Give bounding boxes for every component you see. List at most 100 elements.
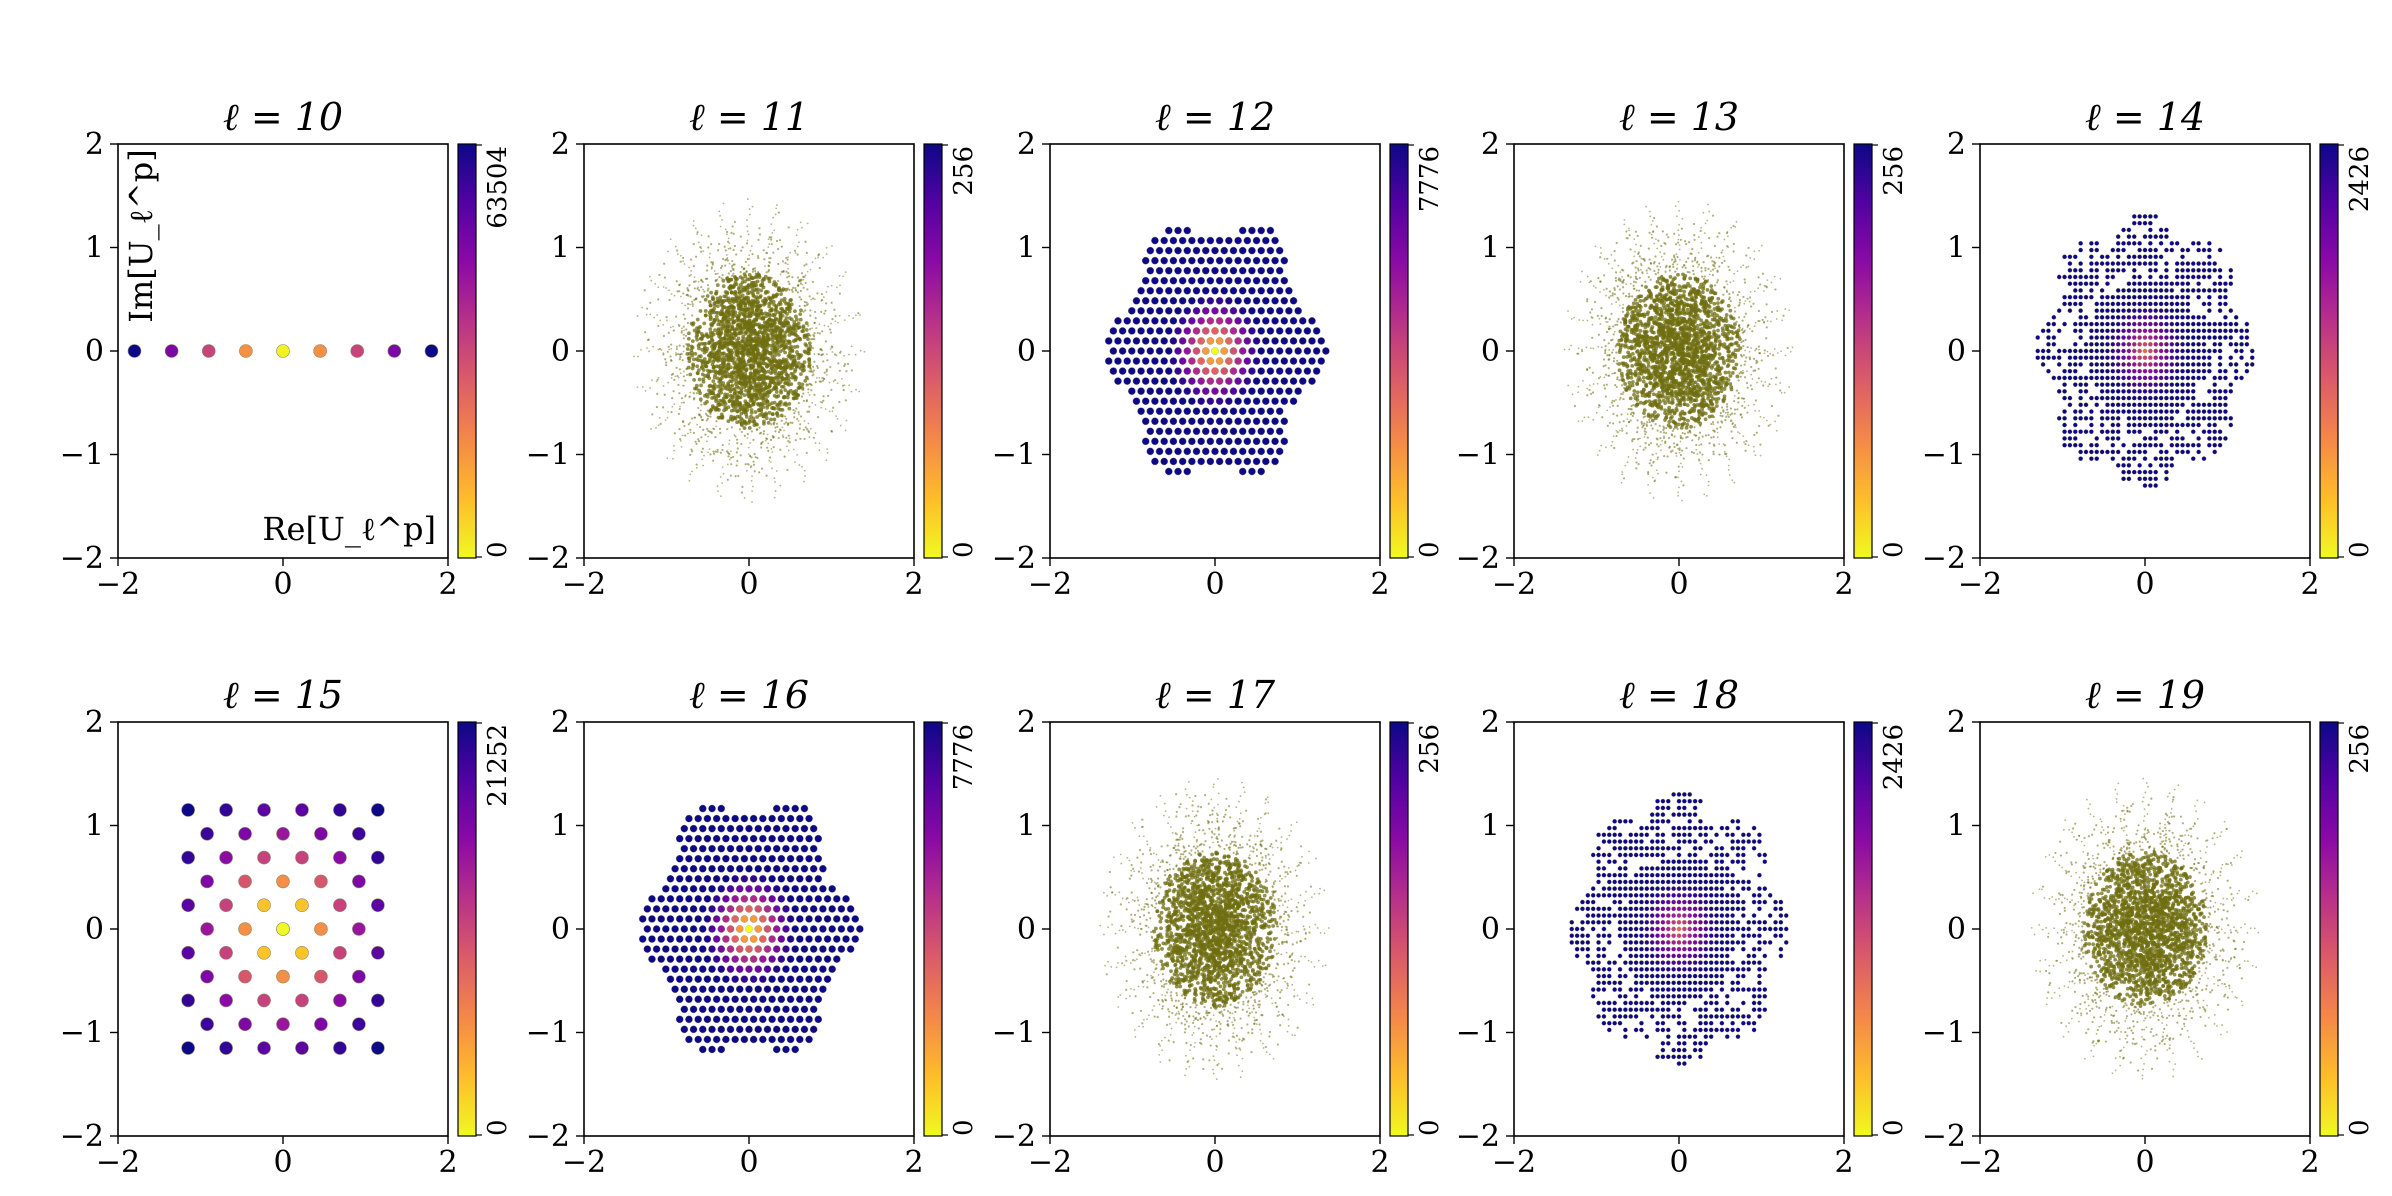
data-point xyxy=(1243,377,1252,385)
data-point xyxy=(1178,417,1187,426)
data-point xyxy=(1736,408,1739,411)
data-point xyxy=(1137,407,1145,416)
data-point xyxy=(806,270,809,273)
data-point xyxy=(1738,298,1741,302)
data-point xyxy=(779,388,783,393)
data-point xyxy=(696,329,701,334)
data-point xyxy=(1252,297,1261,305)
data-point xyxy=(1220,246,1229,255)
data-point xyxy=(841,384,845,387)
data-point xyxy=(739,350,744,355)
data-point xyxy=(729,298,734,302)
data-point xyxy=(1174,327,1182,335)
data-point xyxy=(670,293,673,295)
data-point xyxy=(774,490,777,492)
data-point xyxy=(1692,265,1695,268)
data-point xyxy=(783,429,785,432)
data-point xyxy=(164,344,179,358)
data-point xyxy=(727,455,730,458)
data-point xyxy=(1642,408,1647,413)
data-point xyxy=(749,213,751,216)
data-point xyxy=(710,432,713,435)
data-point xyxy=(818,266,821,270)
data-point xyxy=(657,298,660,301)
data-point xyxy=(779,306,784,311)
data-point xyxy=(1123,377,1132,385)
data-point xyxy=(1225,417,1233,426)
data-point xyxy=(1225,236,1233,245)
data-point xyxy=(821,376,824,380)
data-point xyxy=(754,269,757,273)
data-point xyxy=(819,347,823,351)
data-point xyxy=(789,382,794,387)
data-point xyxy=(842,275,844,278)
data-point xyxy=(700,348,705,352)
data-point xyxy=(1206,357,1215,365)
data-point xyxy=(1685,307,1690,312)
data-point xyxy=(641,386,644,388)
data-point xyxy=(1312,327,1321,335)
data-point xyxy=(682,313,685,316)
data-point xyxy=(1262,317,1270,325)
data-point xyxy=(712,427,714,430)
data-point xyxy=(1174,467,1182,476)
data-point xyxy=(765,271,768,274)
data-point xyxy=(1289,297,1298,305)
data-point xyxy=(1713,284,1717,287)
data-point xyxy=(1248,226,1256,235)
data-point xyxy=(728,352,733,357)
data-point xyxy=(776,204,778,207)
data-point xyxy=(1252,457,1261,466)
data-point xyxy=(804,343,809,348)
data-point xyxy=(766,433,769,436)
data-point xyxy=(700,403,703,406)
data-point xyxy=(718,427,722,430)
data-point xyxy=(677,383,680,387)
data-point xyxy=(678,344,681,347)
data-point xyxy=(749,455,752,458)
data-point xyxy=(1633,297,1638,302)
data-point xyxy=(1188,276,1196,285)
x-tick-label: −2 xyxy=(562,567,606,602)
data-point xyxy=(1703,299,1708,304)
data-point xyxy=(803,350,808,355)
data-point xyxy=(726,230,729,234)
data-point xyxy=(747,307,752,312)
data-point xyxy=(689,303,691,306)
data-point xyxy=(665,364,668,367)
data-point xyxy=(1262,256,1270,265)
data-point xyxy=(313,344,327,358)
data-point xyxy=(737,289,742,294)
data-point xyxy=(774,359,779,364)
data-point xyxy=(725,328,730,333)
data-point xyxy=(689,391,692,394)
data-point xyxy=(799,282,803,285)
data-point xyxy=(1322,347,1330,355)
data-point xyxy=(735,351,740,356)
data-point xyxy=(753,470,756,473)
data-point xyxy=(1192,347,1201,355)
data-point xyxy=(765,252,767,254)
data-point xyxy=(636,386,639,388)
data-point xyxy=(665,315,668,319)
data-point xyxy=(738,294,743,299)
data-point xyxy=(632,355,635,358)
data-point xyxy=(698,354,703,359)
data-point xyxy=(835,286,838,289)
data-point xyxy=(1619,279,1622,283)
data-point xyxy=(767,246,770,249)
y-tick-label: −2 xyxy=(60,541,104,576)
data-point xyxy=(747,376,751,381)
data-point xyxy=(767,238,770,241)
data-point xyxy=(1671,429,1674,433)
data-point xyxy=(843,354,846,357)
data-point xyxy=(1266,266,1275,275)
data-point xyxy=(803,469,806,472)
data-point xyxy=(1625,355,1629,359)
data-point xyxy=(1704,358,1709,362)
data-point xyxy=(717,402,722,407)
data-point xyxy=(1178,317,1187,325)
data-point xyxy=(1225,457,1233,466)
data-point xyxy=(790,372,795,377)
